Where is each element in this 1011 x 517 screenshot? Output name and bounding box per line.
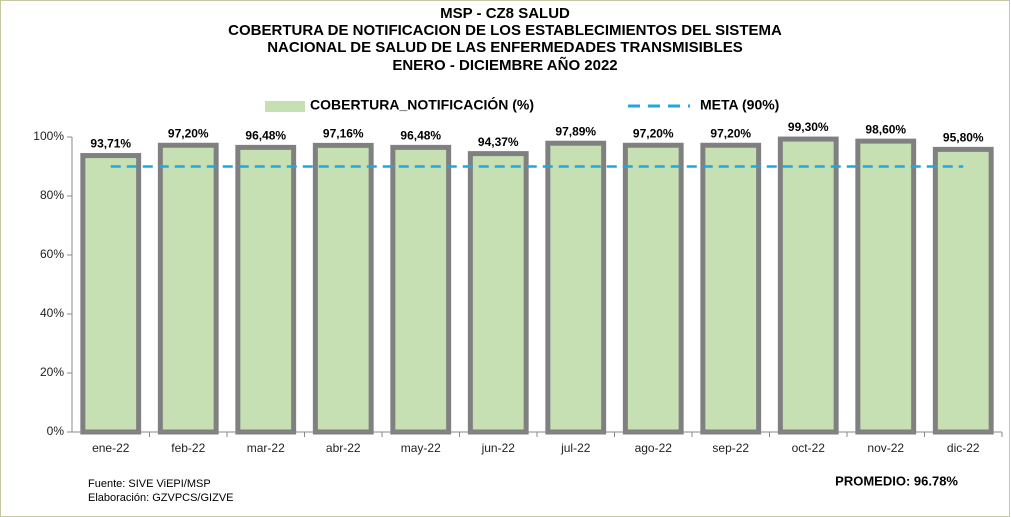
chart-title: COBERTURA DE NOTIFICACION DE LOS ESTABLE… (228, 22, 782, 39)
chart-title: MSP - CZ8 SALUD (440, 5, 570, 22)
x-tick-label: feb-22 (171, 441, 205, 455)
bar (157, 142, 219, 435)
value-label: 93,71% (90, 137, 131, 151)
chart-title: NACIONAL DE SALUD DE LAS ENFERMEDADES TR… (267, 39, 743, 56)
value-label-bg (240, 128, 291, 144)
x-tick-label: jul-22 (560, 441, 591, 455)
bar (80, 153, 142, 435)
value-label: 97,16% (323, 127, 364, 141)
x-tick-label: jun-22 (481, 441, 516, 455)
y-tick-label: 40% (40, 306, 64, 320)
x-tick-label: may-22 (401, 441, 441, 455)
annotation: PROMEDIO: 96.78% (835, 473, 958, 488)
value-label: 97,20% (710, 126, 751, 140)
bar (390, 144, 452, 435)
y-tick-label: 20% (40, 365, 64, 379)
x-tick-label: ene-22 (92, 441, 130, 455)
value-label-bg (163, 126, 214, 142)
y-tick-label: 60% (40, 247, 64, 261)
y-tick-label: 100% (33, 129, 64, 143)
y-tick-label: 80% (40, 188, 64, 202)
value-label-bg (628, 126, 679, 142)
value-label: 99,30% (788, 120, 829, 134)
legend-swatch (265, 101, 305, 112)
value-label: 96,48% (245, 129, 286, 143)
value-label: 94,37% (478, 135, 519, 149)
footnote: Elaboración: GZVPCS/GIZVE (88, 492, 234, 504)
value-label: 97,89% (555, 124, 596, 138)
value-label: 97,20% (168, 126, 209, 140)
footnote: Fuente: SIVE ViEPI/MSP (88, 478, 211, 490)
value-label: 98,60% (865, 122, 906, 136)
x-tick-label: oct-22 (792, 441, 826, 455)
bar (700, 142, 762, 435)
legend-label: META (90%) (700, 97, 779, 113)
x-tick-label: sep-22 (712, 441, 749, 455)
bar (312, 142, 374, 435)
bar (467, 151, 529, 435)
bar (777, 136, 839, 435)
x-tick-label: ago-22 (635, 441, 673, 455)
value-label-bg (705, 126, 756, 142)
value-label-bg (85, 136, 136, 152)
value-label-bg (318, 126, 369, 142)
bar (545, 140, 607, 435)
x-tick-label: nov-22 (867, 441, 904, 455)
value-label-bg (783, 120, 834, 136)
value-label-bg (860, 122, 911, 138)
value-label-bg (550, 124, 601, 140)
value-label-bg (473, 134, 524, 150)
bar (932, 146, 994, 435)
value-label: 96,48% (400, 129, 441, 143)
legend-label: COBERTURA_NOTIFICACIÓN (%) (310, 96, 534, 113)
value-label-bg (938, 130, 989, 146)
bar (235, 144, 297, 435)
x-tick-label: abr-22 (326, 441, 361, 455)
bar (622, 142, 684, 435)
x-tick-label: mar-22 (247, 441, 285, 455)
value-label: 97,20% (633, 126, 674, 140)
x-tick-label: dic-22 (947, 441, 980, 455)
value-label-bg (395, 128, 446, 144)
value-label: 95,80% (943, 131, 984, 145)
chart-title: ENERO - DICIEMBRE AÑO 2022 (392, 56, 617, 74)
bar (855, 138, 917, 435)
y-tick-label: 0% (47, 424, 65, 438)
